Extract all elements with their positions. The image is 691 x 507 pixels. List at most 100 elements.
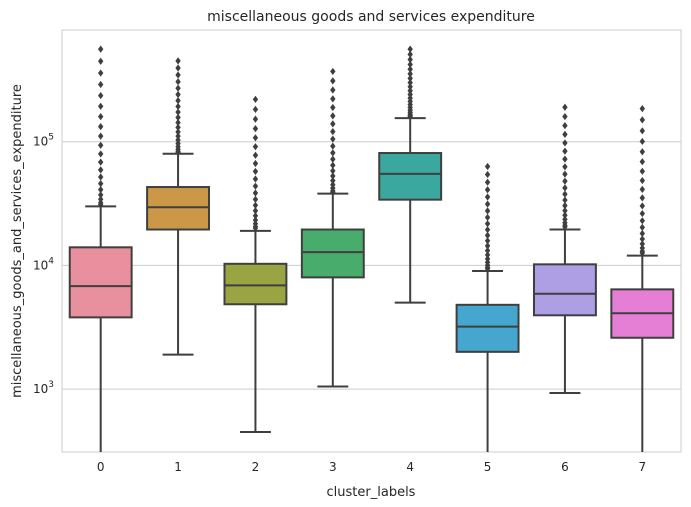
outlier-point [97,195,104,203]
outlier-point [97,186,104,194]
outlier-point [639,176,646,185]
outlier-point [639,185,646,194]
outlier-point [484,213,491,222]
outlier-point [330,120,336,128]
outlier-point [330,172,336,180]
outlier-point [562,202,568,210]
outlier-point [407,83,413,91]
outlier-point [252,115,259,123]
outlier-point [484,193,491,201]
box-6 [532,103,597,394]
outlier-point [252,189,259,197]
outlier-point [330,135,336,143]
outlier-point [484,237,491,245]
outlier-point [639,194,646,202]
box-2 [223,95,288,433]
box-iqr [532,263,597,317]
outlier-point [484,231,491,240]
outlier-point [97,45,104,53]
outlier-point [175,118,181,127]
x-tick-labels: 0 1 2 3 4 5 6 7 [97,460,646,474]
outlier-point [484,255,491,263]
outlier-point [252,175,259,183]
outlier-point [639,235,646,243]
x-tick-label: 7 [638,460,646,474]
outlier-point [639,127,646,135]
box-iqr [223,262,288,306]
outlier-point [407,50,413,59]
outlier-point [97,122,104,131]
outlier-point [97,158,104,166]
outlier-point [407,45,413,53]
x-axis-label: cluster_labels [327,485,416,500]
y-tick-label: 103 [33,380,54,396]
outlier-point [97,166,104,174]
x-tick-label: 2 [252,460,260,474]
outlier-point [97,69,104,77]
outlier-point [639,244,646,252]
chart-title: miscellaneous goods and services expendi… [207,9,535,25]
outlier-point [484,226,491,234]
outlier-point [484,170,491,179]
outlier-point [562,170,568,178]
plot-area [61,29,682,453]
box-5 [455,162,520,452]
outlier-point [484,178,491,186]
box-1 [146,57,211,356]
outlier-point [175,57,181,65]
outlier-point [562,184,568,192]
outlier-point [97,102,104,110]
outlier-point [562,211,568,219]
outlier-point [562,155,568,163]
outlier-point [407,79,413,87]
outlier-point [484,207,491,215]
outlier-point [407,55,413,64]
outlier-point [97,191,104,199]
outlier-point [562,130,568,139]
outlier-point [639,167,646,175]
outlier-point [330,77,336,85]
outlier-point [330,103,336,112]
outlier-point [97,180,104,188]
outlier-point [252,151,259,159]
outlier-point [97,141,104,149]
boxes-layer [68,45,675,452]
outlier-point [484,186,491,194]
outlier-point [484,251,491,259]
outlier-point [639,217,646,225]
outlier-point [639,209,646,218]
outlier-point [330,161,336,169]
outlier-point [252,125,259,133]
outlier-point [97,91,104,100]
box-3 [300,67,365,388]
outlier-point [484,220,491,228]
box-4 [378,45,443,304]
outlier-point [175,136,181,144]
outlier-point [562,122,568,130]
box-iqr [68,246,133,319]
outlier-point [252,207,259,215]
outlier-point [252,220,259,228]
outlier-point [252,105,259,113]
outlier-point [562,103,568,111]
outlier-point [639,148,646,156]
y-tick-label: 105 [33,133,54,149]
y-tick-labels: 103 104 105 [33,133,54,396]
outlier-point [252,95,259,103]
outlier-point [97,113,104,121]
outlier-point [639,240,646,248]
x-tick-label: 6 [561,460,569,474]
outlier-point [407,70,413,78]
outlier-point [330,95,336,103]
outlier-point [484,200,491,208]
outlier-point [97,132,104,140]
outlier-point [97,80,104,89]
outlier-point [175,102,181,111]
outlier-point [407,60,413,69]
outlier-point [639,158,646,166]
outlier-point [330,128,336,136]
box-7 [610,105,675,452]
outlier-point [97,173,104,181]
outlier-point [562,177,568,185]
